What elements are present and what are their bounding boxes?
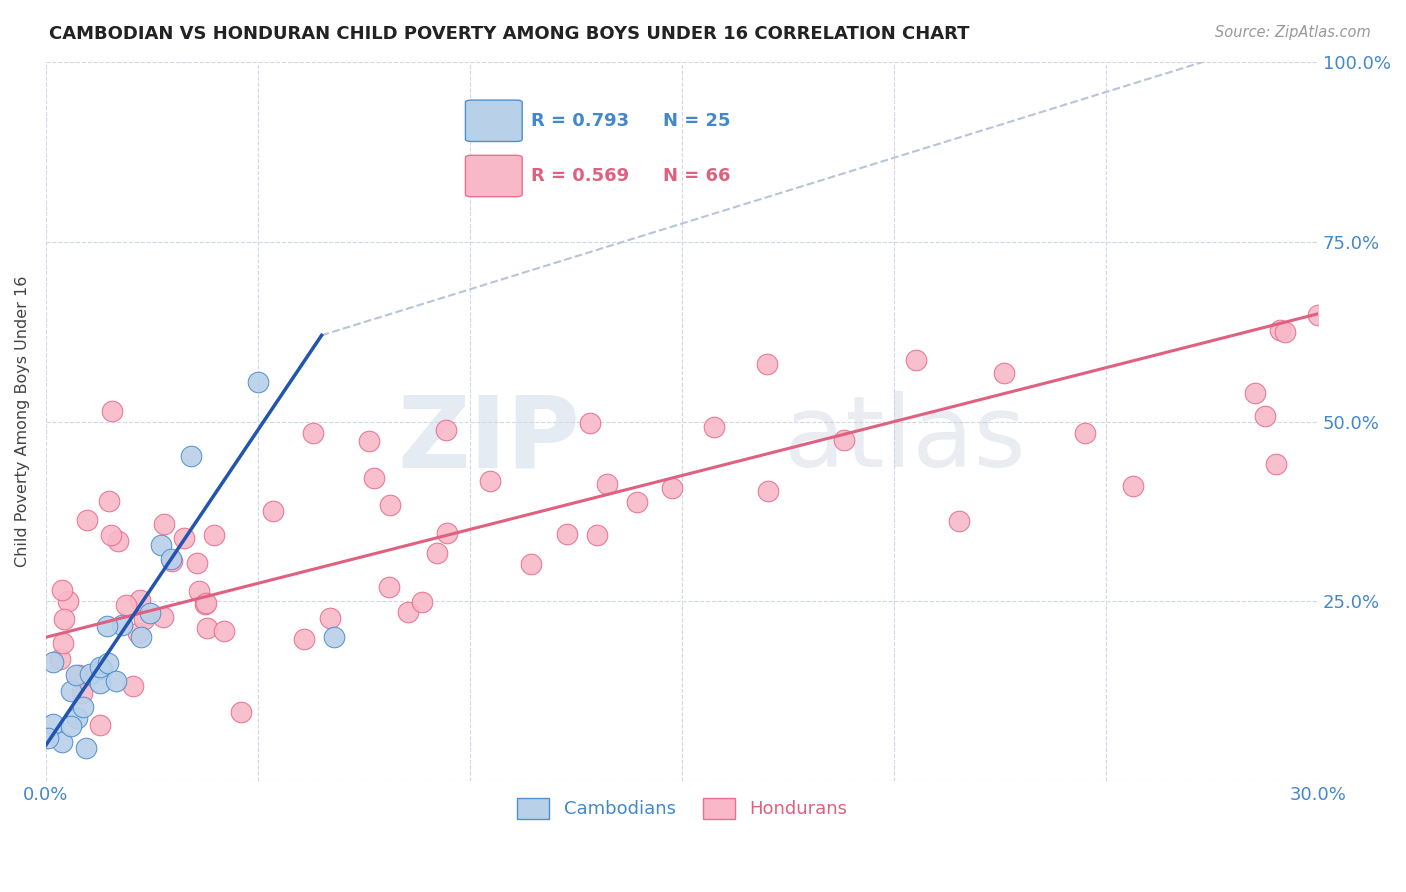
Point bbox=[426, 546, 449, 560]
Point bbox=[411, 595, 433, 609]
Point bbox=[262, 504, 284, 518]
Point bbox=[186, 557, 208, 571]
Point bbox=[187, 583, 209, 598]
Point bbox=[1074, 425, 1097, 440]
Point bbox=[104, 673, 127, 688]
Point bbox=[111, 617, 134, 632]
Point bbox=[1122, 479, 1144, 493]
Point bbox=[41, 717, 63, 731]
Point bbox=[436, 526, 458, 541]
Text: ZIP: ZIP bbox=[398, 391, 581, 488]
Point bbox=[37, 731, 59, 745]
Point bbox=[152, 516, 174, 531]
Point bbox=[586, 527, 609, 541]
Point bbox=[90, 662, 112, 676]
Text: atlas: atlas bbox=[783, 391, 1025, 488]
Point bbox=[194, 597, 217, 611]
Point bbox=[76, 513, 98, 527]
Legend: Cambodians, Hondurans: Cambodians, Hondurans bbox=[509, 790, 855, 826]
Point bbox=[100, 404, 122, 418]
Point bbox=[195, 596, 218, 610]
Point bbox=[661, 481, 683, 495]
Point bbox=[202, 528, 225, 542]
Point bbox=[134, 612, 156, 626]
Point bbox=[1243, 386, 1265, 401]
Point bbox=[359, 434, 381, 448]
Point bbox=[131, 630, 153, 644]
Point bbox=[97, 494, 120, 508]
Point bbox=[555, 527, 578, 541]
Point bbox=[195, 621, 218, 635]
Point bbox=[1274, 325, 1296, 339]
Point bbox=[292, 632, 315, 646]
Point bbox=[70, 685, 93, 699]
Point bbox=[96, 619, 118, 633]
Point bbox=[318, 611, 340, 625]
Point bbox=[129, 593, 152, 607]
Point bbox=[79, 666, 101, 681]
Point bbox=[139, 607, 162, 621]
Point bbox=[53, 612, 76, 626]
Point bbox=[363, 470, 385, 484]
Text: CAMBODIAN VS HONDURAN CHILD POVERTY AMONG BOYS UNDER 16 CORRELATION CHART: CAMBODIAN VS HONDURAN CHILD POVERTY AMON… bbox=[49, 25, 970, 43]
Point bbox=[51, 583, 73, 598]
Point bbox=[212, 624, 235, 639]
Text: Source: ZipAtlas.com: Source: ZipAtlas.com bbox=[1215, 25, 1371, 40]
Point bbox=[67, 668, 90, 682]
Point bbox=[152, 610, 174, 624]
Point bbox=[478, 474, 501, 488]
Point bbox=[396, 605, 419, 619]
Point bbox=[756, 484, 779, 499]
Point bbox=[180, 450, 202, 464]
Point bbox=[520, 557, 543, 571]
Point bbox=[89, 675, 111, 690]
Point bbox=[302, 426, 325, 441]
Point bbox=[89, 660, 111, 674]
Point bbox=[89, 717, 111, 731]
Point bbox=[173, 532, 195, 546]
Point bbox=[72, 700, 94, 714]
Point bbox=[127, 626, 149, 640]
Point bbox=[380, 498, 402, 512]
Point bbox=[41, 655, 63, 669]
Point bbox=[579, 416, 602, 430]
Point bbox=[159, 552, 181, 566]
Point bbox=[60, 718, 83, 732]
Point bbox=[1254, 409, 1277, 424]
Y-axis label: Child Poverty Among Boys Under 16: Child Poverty Among Boys Under 16 bbox=[15, 276, 30, 567]
Point bbox=[66, 711, 89, 725]
Point bbox=[755, 357, 778, 371]
Point bbox=[626, 495, 648, 509]
Point bbox=[1268, 323, 1291, 337]
Point bbox=[246, 375, 269, 389]
Point bbox=[149, 538, 172, 552]
Point bbox=[162, 554, 184, 568]
Point bbox=[993, 366, 1015, 380]
Point bbox=[122, 679, 145, 693]
Point bbox=[97, 656, 120, 670]
Point bbox=[904, 353, 927, 368]
Point bbox=[51, 735, 73, 749]
Point bbox=[52, 635, 75, 649]
Point bbox=[231, 705, 253, 719]
Point bbox=[1308, 308, 1330, 322]
Point bbox=[58, 594, 80, 608]
Point bbox=[107, 533, 129, 548]
Point bbox=[75, 741, 97, 756]
Point bbox=[323, 630, 346, 644]
Point bbox=[948, 514, 970, 528]
Point bbox=[378, 580, 401, 594]
Point bbox=[832, 434, 855, 448]
Point bbox=[703, 420, 725, 434]
Point bbox=[65, 667, 87, 681]
Point bbox=[49, 651, 72, 665]
Point bbox=[1264, 457, 1286, 471]
Point bbox=[115, 598, 138, 612]
Point bbox=[596, 476, 619, 491]
Point bbox=[434, 423, 457, 437]
Point bbox=[100, 528, 122, 542]
Point bbox=[60, 684, 83, 698]
